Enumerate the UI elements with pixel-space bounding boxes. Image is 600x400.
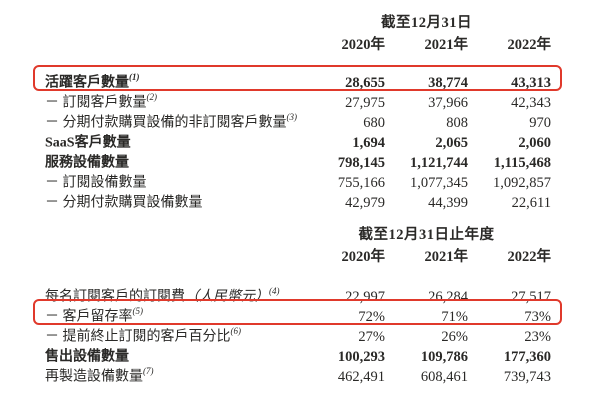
- footnote-marker: (6): [230, 326, 242, 336]
- spacer: [45, 268, 551, 282]
- cell-2020: 1,694: [352, 134, 385, 151]
- table2-year-2021: 2021年: [424, 249, 469, 265]
- footnote-marker: (4): [269, 286, 280, 296]
- row-label: － 訂閱設備數量: [45, 175, 147, 191]
- cell-2020: 680: [363, 114, 385, 131]
- cell-2022: 22,611: [511, 194, 551, 211]
- table1-period-header-row: 截至12月31日: [45, 12, 551, 34]
- row-label: 服務設備數量: [45, 155, 129, 171]
- table-row-devices-in-service: 服務設備數量 798,145 1,121,744 1,115,468: [45, 148, 551, 171]
- table1-years-row: 2020年 2021年 2022年: [45, 34, 552, 56]
- cell-2021: 1,077,345: [410, 174, 468, 191]
- table-row-remanufactured-devices: 再製造設備數量(7) 462,491 608,461 739,743: [45, 362, 551, 385]
- cell-2022: 1,115,468: [493, 154, 551, 171]
- table1-year-2022: 2022年: [507, 37, 552, 53]
- table1-year-2021: 2021年: [424, 37, 469, 53]
- table-row-subscription-fee: 每名訂閱客戶的訂閱費（人民幣元）(4) 22,997 26,284 27,517: [45, 282, 551, 305]
- cell-2022: 73%: [524, 308, 551, 325]
- table2-year-2020: 2020年: [341, 249, 386, 265]
- cell-2020: 798,145: [337, 154, 385, 171]
- cell-2021: 808: [446, 114, 468, 131]
- cell-2021: 109,786: [420, 348, 468, 365]
- cell-2021: 2,065: [435, 134, 468, 151]
- cell-2022: 2,060: [518, 134, 551, 151]
- cell-2022: 177,360: [503, 348, 551, 365]
- cell-2020: 100,293: [337, 348, 385, 365]
- highlighted-row-active-customers: 活躍客戶數量(1) 28,655 38,774 43,313: [33, 65, 562, 91]
- cell-2020: 755,166: [337, 174, 385, 191]
- row-label: － 客戶留存率: [45, 309, 133, 325]
- cell-2020: 72%: [358, 308, 385, 325]
- table-row-early-termination: － 提前終止訂閱的客戶百分比(6) 27% 26% 23%: [45, 322, 551, 345]
- cell-2022: 739,743: [503, 368, 551, 385]
- table2-years-row: 2020年 2021年 2022年: [45, 246, 552, 268]
- row-label: － 訂閱客戶數量: [45, 95, 147, 111]
- row-label: － 提前終止訂閱的客戶百分比: [45, 329, 231, 345]
- table2-year-2022: 2022年: [507, 249, 552, 265]
- footnote-marker: (5): [132, 306, 144, 316]
- table-row-devices-sold: 售出設備數量 100,293 109,786 177,360: [45, 342, 551, 365]
- cell-2022: 43,313: [511, 74, 551, 91]
- cell-2020: 42,979: [345, 194, 385, 211]
- row-label: － 分期付款購買設備數量: [45, 195, 203, 211]
- cell-2021: 26%: [441, 328, 468, 345]
- row-label: 售出設備數量: [45, 349, 129, 365]
- table-row-nonsubscription-customers: － 分期付款購買設備的非訂閱客戶數量(3) 680 808 970: [45, 108, 551, 131]
- cell-2021: 71%: [441, 308, 468, 325]
- cell-2021: 608,461: [420, 368, 468, 385]
- cell-2022: 1,092,857: [493, 174, 551, 191]
- cell-2021: 44,399: [428, 194, 468, 211]
- row-label: 再製造設備數量: [45, 369, 143, 385]
- table-customer-metrics: 截至12月31日 2020年 2021年 2022年 活躍客戶數量(1) 28,…: [33, 12, 562, 211]
- table-row-saas-customers: SaaS客戶數量 1,694 2,065 2,060: [45, 128, 551, 151]
- footnote-marker: (3): [286, 112, 298, 122]
- cell-2022: 23%: [524, 328, 551, 345]
- row-label: － 分期付款購買設備的非訂閱客戶數量: [45, 115, 287, 131]
- footnote-marker: (2): [146, 92, 158, 102]
- table1-year-2020: 2020年: [341, 37, 386, 53]
- cell-2020: 27%: [358, 328, 385, 345]
- cell-2022: 42,343: [511, 94, 551, 111]
- row-label: SaaS客戶數量: [45, 135, 131, 151]
- cell-2021: 38,774: [428, 74, 468, 91]
- cell-2020: 27,975: [345, 94, 385, 111]
- table1-period-header: 截至12月31日: [381, 15, 472, 31]
- cell-2021: 37,966: [428, 94, 468, 111]
- table-subscription-metrics: 截至12月31日止年度 2020年 2021年 2022年 每名訂閱客戶的訂閱費…: [33, 224, 562, 385]
- cell-2020: 462,491: [337, 368, 385, 385]
- spacer: [45, 56, 551, 68]
- table2-period-header-row: 截至12月31日止年度: [45, 224, 551, 246]
- footnote-marker: (7): [143, 366, 154, 376]
- highlighted-row-customer-retention: － 客戶留存率(5) 72% 71% 73%: [33, 299, 562, 325]
- cell-2022: 970: [529, 114, 551, 131]
- footnote-marker: (1): [129, 72, 140, 82]
- table-row-subscription-devices: － 訂閱設備數量 755,166 1,077,345 1,092,857: [45, 168, 551, 191]
- cell-2020: 28,655: [345, 74, 385, 91]
- table-row-subscription-customers: － 訂閱客戶數量(2) 27,975 37,966 42,343: [45, 88, 551, 111]
- table2-period-header: 截至12月31日止年度: [358, 227, 495, 243]
- table-row-installment-devices: － 分期付款購買設備數量 42,979 44,399 22,611: [45, 188, 551, 211]
- row-label: 活躍客戶數量: [45, 75, 129, 91]
- cell-2021: 1,121,744: [410, 154, 468, 171]
